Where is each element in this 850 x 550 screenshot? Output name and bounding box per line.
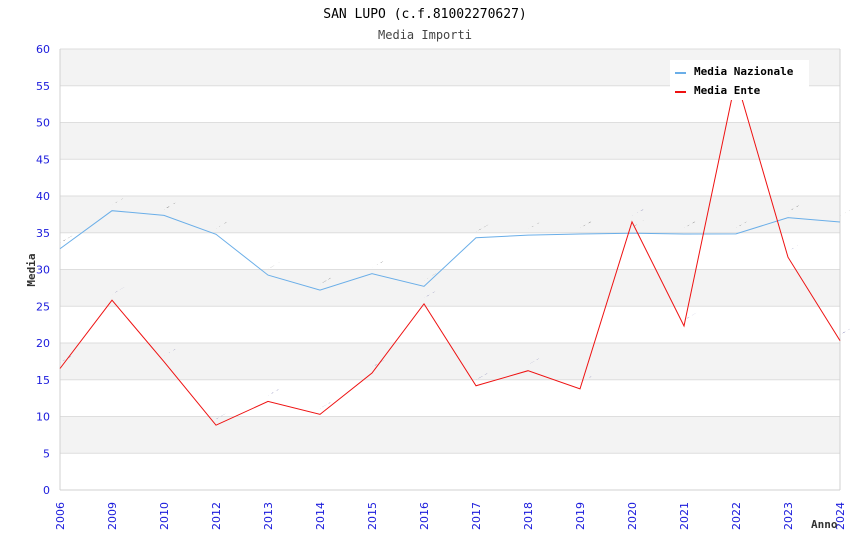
x-tick-label: 2006 [54, 502, 67, 530]
y-tick-label: 30 [36, 264, 50, 277]
grid-bands [60, 49, 840, 454]
legend-swatch-media-nazionale [675, 72, 686, 74]
y-tick-label: 40 [36, 190, 50, 203]
grid-lines [60, 48, 840, 491]
x-tick-label: 2021 [678, 502, 691, 530]
y-tick-label: 55 [36, 80, 50, 93]
legend-label-media-ente: Media Ente [694, 84, 761, 97]
x-tick-label: 2017 [470, 502, 483, 530]
chart-title: SAN LUPO (c.f.81002270627) [323, 7, 527, 22]
legend-label-media-nazionale: Media Nazionale [694, 65, 794, 78]
axes [59, 49, 841, 491]
grid-band [60, 416, 840, 454]
x-tick-label: 2015 [366, 502, 379, 530]
y-axis-label: Media [25, 253, 38, 286]
y-tick-label: 60 [36, 43, 50, 56]
series-line-media-nazionale [59, 210, 841, 291]
y-tick-label: 50 [36, 117, 50, 130]
legend: Media Nazionale Media Ente [670, 60, 809, 100]
y-tick-label: 0 [43, 484, 50, 497]
series-line-media-ente [59, 78, 841, 426]
y-tick-label: 5 [43, 447, 50, 460]
x-tick-label: 2024 [834, 502, 847, 530]
x-tick-label: 2023 [782, 502, 795, 530]
series-lines [59, 78, 841, 426]
x-tick-label: 2018 [522, 502, 535, 530]
y-tick-label: 20 [36, 337, 50, 350]
x-tick-label: 2012 [210, 502, 223, 530]
x-tick-label: 2014 [314, 502, 327, 530]
x-tick-label: 2020 [626, 502, 639, 530]
data-label: 31.67 [770, 236, 802, 261]
x-axis-ticks: 2006 2009 2010 2012 2013 2014 2015 2016 2017 2018… [54, 502, 847, 530]
x-tick-label: 2022 [730, 502, 743, 530]
x-tick-label: 2013 [262, 502, 275, 530]
data-label: 20.32 [822, 319, 850, 344]
y-axis-ticks: 0 5 10 15 20 25 30 35 40 45 50 55 60 [36, 43, 50, 497]
chart-subtitle: Media Importi [378, 28, 472, 42]
grid-band [60, 196, 840, 233]
x-axis-label: Anno [811, 518, 838, 531]
y-tick-label: 25 [36, 300, 50, 313]
x-tick-label: 2010 [158, 502, 171, 530]
legend-box [670, 60, 809, 100]
data-label: 36.46 [822, 201, 850, 227]
grid-band [60, 269, 840, 307]
y-tick-label: 35 [36, 227, 50, 240]
data-label: 8.82 [201, 406, 227, 428]
legend-swatch-media-ente [675, 91, 686, 93]
y-tick-label: 15 [36, 374, 50, 387]
data-label: 10.29 [302, 393, 334, 418]
y-tick-label: 10 [36, 411, 50, 424]
x-tick-label: 2019 [574, 502, 587, 530]
x-tick-label: 2009 [106, 502, 119, 530]
grid-band [60, 343, 840, 380]
x-tick-label: 2016 [418, 502, 431, 530]
data-label: 22.32 [666, 305, 698, 330]
y-tick-label: 45 [36, 153, 50, 166]
grid-band [60, 122, 840, 160]
